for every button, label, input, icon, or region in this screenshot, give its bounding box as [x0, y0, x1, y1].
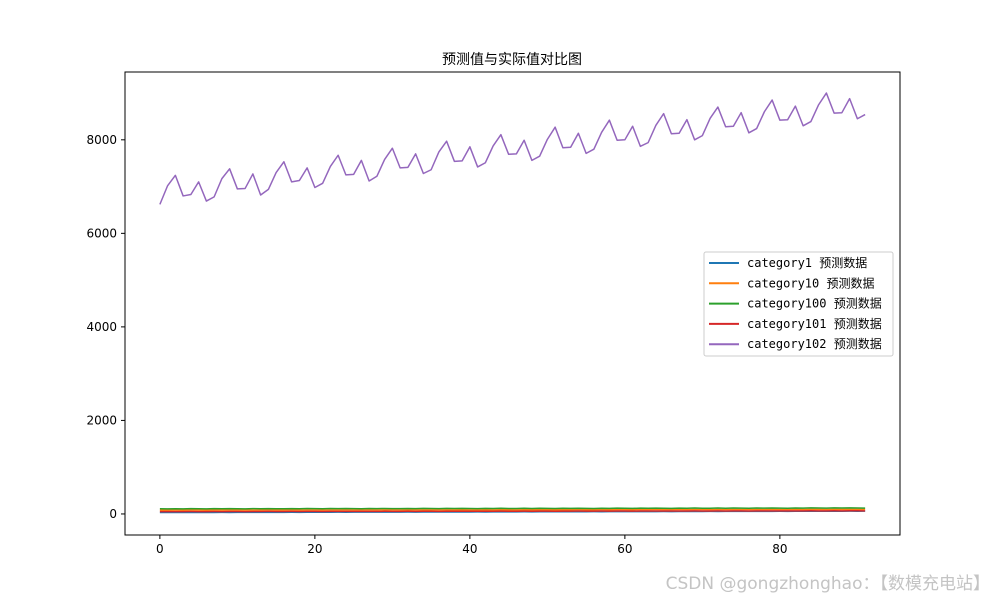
legend-label-2: category100 预测数据 [747, 296, 882, 311]
plot-frame [124, 71, 901, 536]
series-line-4 [159, 92, 866, 205]
x-axis: 0 20 40 60 80 [156, 535, 788, 556]
y-tick-label: 4000 [86, 320, 117, 334]
y-tick-label: 6000 [86, 226, 117, 240]
y-tick-label: 0 [109, 507, 117, 521]
x-tick-label: 80 [772, 542, 787, 556]
legend: category1 预测数据 category10 预测数据 category100… [703, 251, 894, 357]
legend-label-1: category10 预测数据 [747, 275, 874, 290]
watermark: CSDN @gongzhonghao：【数模充电站】 [665, 574, 990, 594]
series-line-3 [159, 509, 866, 513]
y-tick-label: 2000 [86, 413, 117, 427]
legend-label-0: category1 预测数据 [747, 255, 867, 270]
series-lines [159, 92, 866, 514]
y-tick-label: 8000 [86, 133, 117, 147]
chart-title: 预测值与实际值对比图 [442, 52, 582, 68]
series-line-1 [159, 508, 866, 512]
x-tick-label: 40 [462, 542, 477, 556]
legend-box [703, 251, 894, 357]
legend-label-4: category102 预测数据 [747, 336, 882, 351]
x-tick-label: 60 [617, 542, 632, 556]
y-axis: 0 2000 4000 6000 8000 [86, 133, 125, 521]
x-tick-label: 0 [156, 542, 164, 556]
series-line-2 [159, 507, 866, 510]
legend-label-3: category101 预测数据 [747, 316, 882, 331]
x-tick-label: 20 [307, 542, 322, 556]
